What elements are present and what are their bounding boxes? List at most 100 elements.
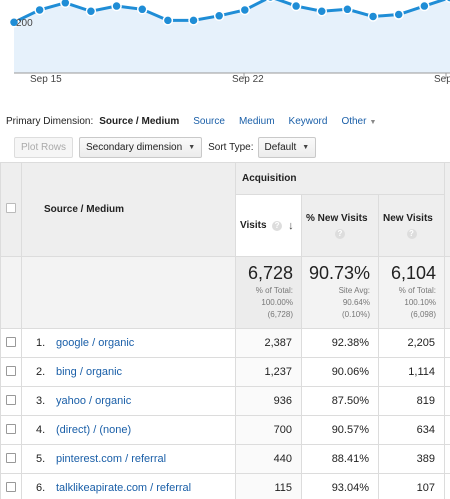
source-link[interactable]: (direct) / (none) xyxy=(56,424,132,436)
visits-cell: 700 xyxy=(235,415,302,445)
source-link[interactable]: pinterest.com / referral xyxy=(56,453,167,465)
chart-data-point[interactable] xyxy=(419,0,430,12)
chevron-down-icon: ▼ xyxy=(302,143,310,151)
chart-data-point[interactable] xyxy=(162,15,174,26)
source-cell: 3. yahoo / organic xyxy=(21,386,236,416)
visits-summary: 6,728 % of Total: 100.00% (6,728) xyxy=(235,256,302,329)
new-visits-cell: 107 xyxy=(378,473,445,499)
dimension-other-dropdown[interactable]: Other ▼ xyxy=(341,116,376,127)
row-checkbox[interactable] xyxy=(6,452,16,463)
row-checkbox-cell xyxy=(0,444,22,474)
table-row: 2. bing / organic 1,237 90.06% 1,114 xyxy=(0,357,450,387)
help-icon[interactable]: ? xyxy=(272,220,283,231)
visits-cell: 115 xyxy=(235,473,302,499)
chart-data-point[interactable] xyxy=(393,9,404,20)
summary-spacer xyxy=(0,256,22,329)
table-toolbar: Plot Rows Secondary dimension ▼ Sort Typ… xyxy=(0,136,450,158)
summary-value: 90.73% xyxy=(308,263,370,283)
chart-data-point[interactable] xyxy=(290,0,302,12)
row-spacer xyxy=(444,328,450,358)
help-icon[interactable]: ? xyxy=(335,228,345,239)
dimension-header[interactable]: Source / Medium xyxy=(21,162,236,257)
row-index: 6. xyxy=(36,482,46,494)
chart-data-point[interactable] xyxy=(60,0,71,9)
source-link[interactable]: yahoo / organic xyxy=(56,395,132,407)
dimension-link-source[interactable]: Source xyxy=(193,115,225,127)
row-checkbox[interactable] xyxy=(6,394,16,405)
x-tick-label: Sep 15 xyxy=(30,74,62,85)
row-checkbox[interactable] xyxy=(6,481,16,492)
plot-rows-button[interactable]: Plot Rows xyxy=(14,136,74,158)
pct-new-visits-cell: 88.41% xyxy=(301,444,379,474)
secondary-dimension-dropdown[interactable]: Secondary dimension ▼ xyxy=(79,136,203,158)
source-link[interactable]: bing / organic xyxy=(56,366,123,378)
sort-down-arrow-icon: ↓ xyxy=(288,219,294,232)
source-link[interactable]: talklikeapirate.com / referral xyxy=(56,482,192,494)
chart-data-point[interactable] xyxy=(342,4,353,15)
source-cell: 6. talklikeapirate.com / referral xyxy=(21,473,236,499)
chart-data-point[interactable] xyxy=(266,0,275,3)
new-visits-column-header[interactable]: New Visits ? xyxy=(378,194,445,257)
pct-new-visits-cell: 90.06% xyxy=(301,357,379,387)
summary-sub: (6,728) xyxy=(267,310,293,319)
source-cell: 4. (direct) / (none) xyxy=(21,415,236,445)
select-all-cell xyxy=(0,162,22,257)
row-index: 5. xyxy=(36,453,46,465)
table-row: 4. (direct) / (none) 700 90.57% 634 xyxy=(0,415,450,445)
table-row: 1. google / organic 2,387 92.38% 2,205 xyxy=(0,328,450,358)
summary-sub: % of Total: xyxy=(398,286,436,295)
row-checkbox[interactable] xyxy=(6,336,16,347)
source-cell: 5. pinterest.com / referral xyxy=(21,444,236,474)
summary-sub: (0.10%) xyxy=(341,310,370,319)
row-checkbox-cell xyxy=(0,328,22,358)
acquisition-group-header: Acquisition xyxy=(235,162,445,195)
chart-data-point[interactable] xyxy=(239,4,251,16)
row-spacer xyxy=(444,444,450,474)
dimension-link-keyword[interactable]: Keyword xyxy=(288,115,328,127)
help-icon[interactable]: ? xyxy=(406,228,417,239)
chart-data-point[interactable] xyxy=(8,17,20,28)
row-spacer xyxy=(444,473,450,499)
chart-data-point[interactable] xyxy=(85,6,97,17)
visits-line-chart: 200 Sep 15 Sep 22 Sep xyxy=(0,0,450,100)
summary-row: 6,728 % of Total: 100.00% (6,728) 90.73%… xyxy=(0,256,450,329)
row-checkbox[interactable] xyxy=(6,423,16,434)
chart-data-point[interactable] xyxy=(367,11,379,22)
summary-sub: 90.64% xyxy=(342,298,370,307)
report-table: Source / Medium Acquisition Visits ? ↓ % … xyxy=(0,162,450,499)
new-visits-cell: 1,114 xyxy=(378,357,445,387)
chart-data-point[interactable] xyxy=(445,0,450,3)
chart-data-point[interactable] xyxy=(316,6,328,17)
table-row: 3. yahoo / organic 936 87.50% 819 xyxy=(0,386,450,416)
chart-data-point[interactable] xyxy=(34,4,45,16)
summary-value: 6,104 xyxy=(390,263,436,283)
chart-data-point[interactable] xyxy=(213,10,225,22)
row-checkbox-cell xyxy=(0,415,22,445)
other-label: Other xyxy=(341,115,367,127)
visits-cell: 936 xyxy=(235,386,302,416)
summary-sub: 100.00% xyxy=(261,298,293,307)
sort-type-value: Default xyxy=(264,141,297,153)
visits-cell: 2,387 xyxy=(235,328,302,358)
new-visits-cell: 634 xyxy=(378,415,445,445)
select-all-checkbox[interactable] xyxy=(6,203,16,213)
row-index: 4. xyxy=(36,424,46,436)
secondary-dimension-label: Secondary dimension xyxy=(86,141,183,153)
pct-new-visits-cell: 92.38% xyxy=(301,328,379,358)
source-link[interactable]: google / organic xyxy=(56,337,135,349)
new-visits-cell: 389 xyxy=(378,444,445,474)
visits-header-label: Visits xyxy=(240,220,267,231)
source-cell: 2. bing / organic xyxy=(21,357,236,387)
dimension-link-medium[interactable]: Medium xyxy=(238,115,275,127)
sort-type-dropdown[interactable]: Default ▼ xyxy=(257,136,317,158)
summary-sub: 100.10% xyxy=(404,298,436,307)
chart-data-point[interactable] xyxy=(188,15,199,26)
summary-spacer xyxy=(21,256,236,329)
chart-data-point[interactable] xyxy=(111,0,122,12)
chart-data-point[interactable] xyxy=(136,4,148,15)
summary-value: 6,728 xyxy=(247,263,293,283)
row-checkbox[interactable] xyxy=(6,365,16,376)
visits-column-header[interactable]: Visits ? ↓ xyxy=(235,194,302,257)
new-visits-header-label: New Visits xyxy=(383,212,433,224)
pct-new-visits-column-header[interactable]: % New Visits ? xyxy=(301,194,379,257)
